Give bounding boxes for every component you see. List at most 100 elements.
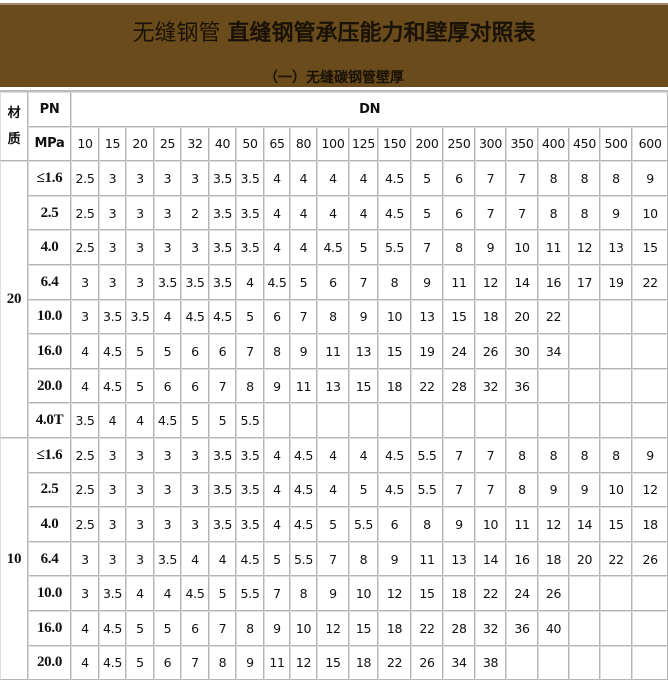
- thickness-cell: 3.5: [99, 576, 126, 611]
- thickness-cell: 7: [475, 196, 506, 231]
- thickness-cell: 3: [181, 161, 209, 196]
- thickness-cell: 8: [506, 473, 538, 508]
- thickness-cell: 11: [264, 646, 290, 680]
- thickness-cell: 22: [378, 646, 411, 680]
- thickness-cell: 4.5: [317, 230, 349, 265]
- thickness-cell: 3.5: [236, 161, 264, 196]
- thickness-cell: 3.5: [236, 230, 264, 265]
- pn-cell: 2.5: [28, 196, 71, 231]
- thickness-cell: 2.5: [71, 438, 99, 473]
- thickness-cell: 4: [126, 403, 154, 438]
- pn-cell: ≤1.6: [28, 438, 71, 473]
- thickness-cell: 15: [349, 611, 378, 646]
- thickness-cell: 4: [290, 196, 317, 231]
- thickness-cell: 4: [264, 507, 290, 542]
- thickness-cell: 3.5: [209, 230, 236, 265]
- thickness-cell: 10: [475, 507, 506, 542]
- thickness-cell: 5: [126, 334, 154, 369]
- thickness-cell: 9: [632, 161, 668, 196]
- thickness-cell: 6: [443, 196, 475, 231]
- thickness-cell: 2.5: [71, 161, 99, 196]
- thickness-cell: 4: [264, 473, 290, 508]
- thickness-cell: 26: [475, 334, 506, 369]
- thickness-cell: 15: [443, 300, 475, 335]
- thickness-cell: 15: [349, 369, 378, 404]
- pn-cell: 4.0: [28, 230, 71, 265]
- thickness-cell: 3.5: [71, 403, 99, 438]
- dn-size-header: 500: [600, 127, 632, 162]
- dn-size-header: 150: [378, 127, 411, 162]
- thickness-cell: 20: [569, 542, 600, 577]
- thickness-cell: 3: [154, 230, 181, 265]
- thickness-cell: 3.5: [209, 507, 236, 542]
- thickness-cell: [632, 403, 668, 438]
- dn-size-header: 80: [290, 127, 317, 162]
- thickness-cell: 12: [538, 507, 569, 542]
- thickness-cell: [378, 403, 411, 438]
- thickness-cell: [600, 646, 632, 680]
- thickness-cell: 22: [411, 611, 443, 646]
- thickness-cell: 26: [632, 542, 668, 577]
- dn-size-header: 15: [99, 127, 126, 162]
- thickness-cell: [569, 369, 600, 404]
- pn-cell: 4.0: [28, 507, 71, 542]
- thickness-cell: 2: [181, 196, 209, 231]
- thickness-cell: 4: [154, 300, 181, 335]
- pn-cell: 2.5: [28, 473, 71, 508]
- thickness-cell: 2.5: [71, 507, 99, 542]
- thickness-cell: 6: [154, 646, 181, 680]
- thickness-cell: 4.5: [290, 473, 317, 508]
- thickness-cell: 10: [632, 196, 668, 231]
- thickness-cell: [569, 334, 600, 369]
- thickness-cell: 5.5: [411, 438, 443, 473]
- thickness-cell: 8: [236, 369, 264, 404]
- thickness-cell: 3: [181, 473, 209, 508]
- thickness-cell: [290, 403, 317, 438]
- material-cell: 20: [0, 161, 28, 438]
- thickness-cell: 4: [99, 403, 126, 438]
- thickness-cell: 3: [181, 230, 209, 265]
- thickness-cell: 11: [538, 230, 569, 265]
- thickness-cell: 11: [290, 369, 317, 404]
- thickness-cell: 5: [154, 611, 181, 646]
- thickness-cell: 22: [632, 265, 668, 300]
- thickness-cell: 13: [411, 300, 443, 335]
- thickness-cell: 4: [71, 334, 99, 369]
- thickness-cell: 8: [538, 438, 569, 473]
- thickness-cell: 2.5: [71, 196, 99, 231]
- thickness-cell: 3.5: [154, 265, 181, 300]
- thickness-cell: 4.5: [209, 300, 236, 335]
- pn-cell: 4.0T: [28, 403, 71, 438]
- thickness-cell: 5: [154, 334, 181, 369]
- thickness-cell: 26: [411, 646, 443, 680]
- pn-cell: 16.0: [28, 611, 71, 646]
- dn-size-header: 50: [236, 127, 264, 162]
- thickness-cell: 12: [317, 611, 349, 646]
- thickness-cell: [506, 646, 538, 680]
- thickness-cell: 3.5: [209, 161, 236, 196]
- pn-cell: 20.0: [28, 646, 71, 680]
- thickness-cell: [569, 611, 600, 646]
- thickness-cell: 16: [538, 265, 569, 300]
- pn-cell: 20.0: [28, 369, 71, 404]
- thickness-cell: 7: [317, 542, 349, 577]
- thickness-cell: 5: [126, 369, 154, 404]
- thickness-cell: 16: [506, 542, 538, 577]
- thickness-cell: 3: [99, 473, 126, 508]
- thickness-cell: 11: [317, 334, 349, 369]
- dn-size-header: 350: [506, 127, 538, 162]
- thickness-cell: [632, 646, 668, 680]
- thickness-cell: [264, 403, 290, 438]
- thickness-cell: 4: [71, 369, 99, 404]
- thickness-cell: [632, 300, 668, 335]
- thickness-cell: 4: [317, 438, 349, 473]
- thickness-cell: 3.5: [126, 300, 154, 335]
- thickness-cell: [600, 611, 632, 646]
- thickness-cell: 36: [506, 369, 538, 404]
